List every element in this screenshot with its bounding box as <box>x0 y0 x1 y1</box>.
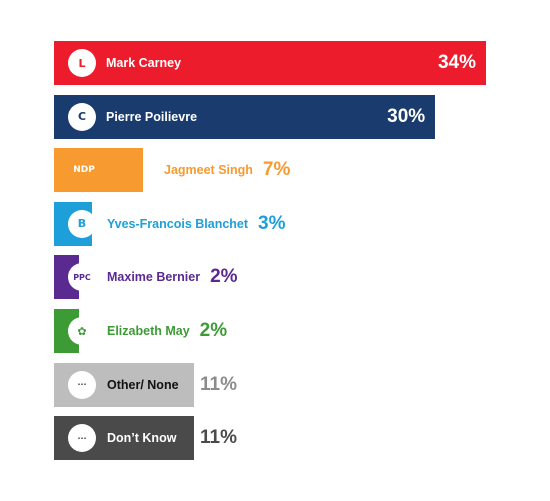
category-label: Jagmeet Singh <box>164 163 253 178</box>
value-label: 34% <box>437 52 476 73</box>
ellipsis-icon: ··· <box>68 370 96 399</box>
category-label: Other/ None <box>107 377 179 392</box>
value-label: 11% <box>200 373 237 395</box>
green-party-flower-icon: ✿ <box>68 317 96 345</box>
bar-pierre-poilievre <box>54 94 436 139</box>
value-label: 3% <box>258 212 286 234</box>
conservative-c-icon: C <box>68 102 96 131</box>
value-label: 11% <box>200 427 237 449</box>
bar-mark-carney <box>54 41 486 85</box>
value-label: 7% <box>262 159 291 181</box>
value-label: 2% <box>210 266 238 288</box>
category-label: Pierre Poilievre <box>106 109 198 124</box>
category-label: Don’t Know <box>107 431 177 446</box>
category-label: Yves-Francois Blanchet <box>107 216 249 231</box>
liberal-maple-leaf-icon: L <box>68 49 96 77</box>
value-label: 30% <box>387 105 426 127</box>
ellipsis-icon: ··· <box>68 424 96 453</box>
category-label: Elizabeth May <box>107 324 190 338</box>
ndp-logo-icon: NDP <box>73 165 95 176</box>
value-label: 2% <box>199 320 228 341</box>
bloc-quebecois-icon: B <box>68 209 96 238</box>
bar-jagmeet-singh <box>54 148 143 193</box>
ppc-logo-icon: PPC <box>68 263 96 292</box>
category-label: Maxime Bernier <box>107 270 201 285</box>
category-label: Mark Carney <box>106 56 182 70</box>
